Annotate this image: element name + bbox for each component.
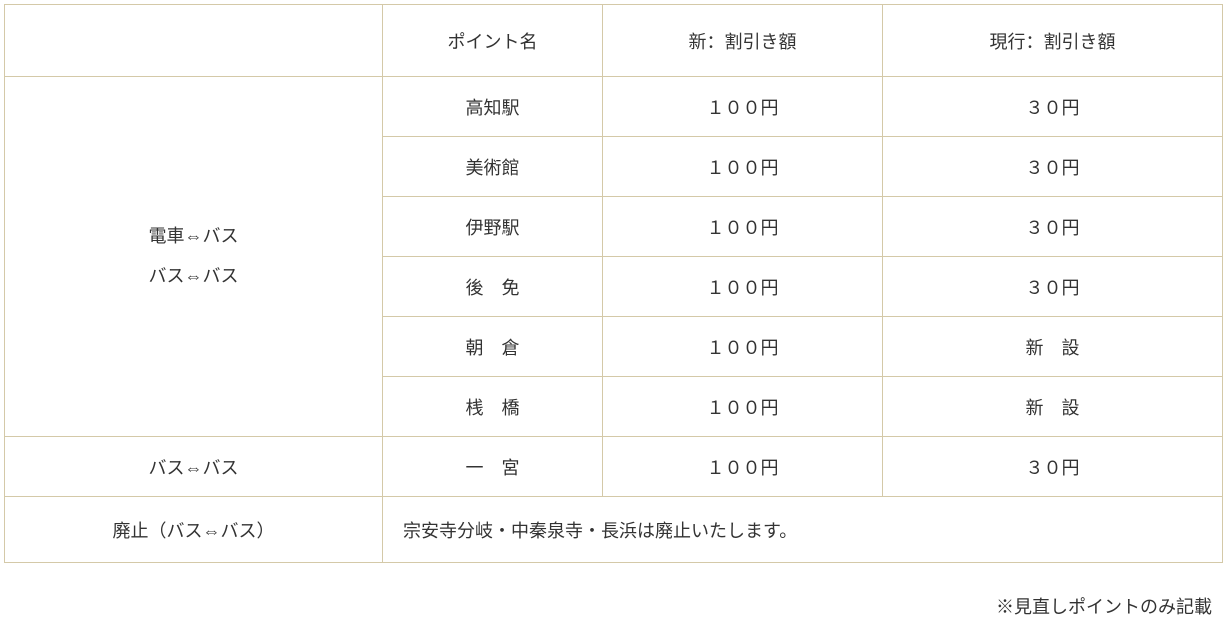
cell-new: １００円 xyxy=(603,197,883,257)
cell-point: 後 免 xyxy=(383,257,603,317)
cell-new: １００円 xyxy=(603,437,883,497)
cell-point: 朝 倉 xyxy=(383,317,603,377)
header-point-name: ポイント名 xyxy=(383,5,603,77)
table-row: 電車⇔バス バス⇔バス 高知駅 １００円 ３０円 xyxy=(5,77,1223,137)
cell-current: 新 設 xyxy=(883,377,1223,437)
category-line2: バス⇔バス xyxy=(5,257,382,297)
table-row: バス⇔バス 一 宮 １００円 ３０円 xyxy=(5,437,1223,497)
category-abolished: 廃止（バス⇔バス） xyxy=(5,497,383,563)
cell-new: １００円 xyxy=(603,257,883,317)
discount-table: ポイント名 新：割引き額 現行：割引き額 電車⇔バス バス⇔バス 高知駅 １００… xyxy=(4,4,1223,563)
category-train-bus: 電車⇔バス バス⇔バス xyxy=(5,77,383,437)
category-line1: 電車⇔バス xyxy=(5,217,382,257)
cell-new: １００円 xyxy=(603,137,883,197)
cell-point: 美術館 xyxy=(383,137,603,197)
cell-current: ３０円 xyxy=(883,137,1223,197)
category-bus-bus: バス⇔バス xyxy=(5,437,383,497)
cell-current: ３０円 xyxy=(883,437,1223,497)
cell-new: １００円 xyxy=(603,77,883,137)
footer-text: 宗安寺分岐・中秦泉寺・長浜は廃止いたします。 xyxy=(383,497,1223,563)
cell-current: ３０円 xyxy=(883,77,1223,137)
cell-current: 新 設 xyxy=(883,317,1223,377)
table-footer-row: 廃止（バス⇔バス） 宗安寺分岐・中秦泉寺・長浜は廃止いたします。 xyxy=(5,497,1223,563)
cell-current: ３０円 xyxy=(883,257,1223,317)
header-current-discount: 現行：割引き額 xyxy=(883,5,1223,77)
cell-point: 桟 橋 xyxy=(383,377,603,437)
table-header-row: ポイント名 新：割引き額 現行：割引き額 xyxy=(5,5,1223,77)
header-category xyxy=(5,5,383,77)
header-new-discount: 新：割引き額 xyxy=(603,5,883,77)
cell-current: ３０円 xyxy=(883,197,1223,257)
note-text: ※見直しポイントのみ記載 xyxy=(4,593,1222,619)
cell-point: 伊野駅 xyxy=(383,197,603,257)
cell-point: 一 宮 xyxy=(383,437,603,497)
cell-point: 高知駅 xyxy=(383,77,603,137)
cell-new: １００円 xyxy=(603,377,883,437)
cell-new: １００円 xyxy=(603,317,883,377)
